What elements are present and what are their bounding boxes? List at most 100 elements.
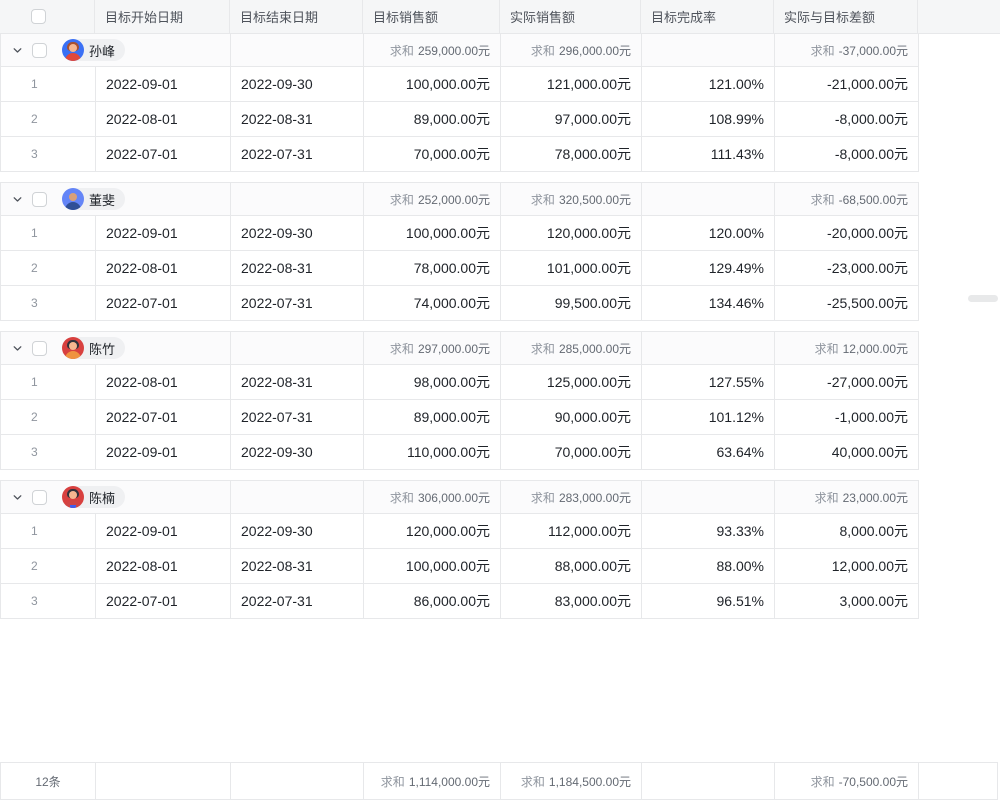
- cell-target-diff[interactable]: -20,000.00元: [775, 216, 919, 250]
- cell-target-start-date[interactable]: 2022-07-01: [96, 286, 231, 320]
- cell-completion-rate[interactable]: 111.43%: [642, 137, 775, 171]
- cell-target-sales[interactable]: 89,000.00元: [364, 400, 501, 434]
- cell-target-sales[interactable]: 89,000.00元: [364, 102, 501, 136]
- cell-target-start-date[interactable]: 2022-08-01: [96, 102, 231, 136]
- person-tag[interactable]: 董斐: [62, 188, 126, 210]
- cell-target-end-date[interactable]: 2022-09-30: [231, 514, 364, 548]
- person-tag[interactable]: 陈竹: [62, 337, 126, 359]
- footer-stat-start-date[interactable]: [96, 763, 231, 799]
- cell-completion-rate[interactable]: 101.12%: [642, 400, 775, 434]
- group-checkbox[interactable]: [32, 340, 47, 356]
- group-rate-cell[interactable]: [642, 183, 775, 215]
- cell-actual-sales[interactable]: 121,000.00元: [501, 67, 642, 101]
- group-diff-sum[interactable]: 求和 23,000.00元: [775, 481, 919, 513]
- cell-actual-sales[interactable]: 70,000.00元: [501, 435, 642, 469]
- chevron-down-icon[interactable]: [11, 193, 23, 205]
- group-diff-sum[interactable]: 求和 12,000.00元: [775, 332, 919, 364]
- group-rate-cell[interactable]: [642, 332, 775, 364]
- group-rate-cell[interactable]: [642, 481, 775, 513]
- column-header-actual-sales[interactable]: 实际销售额: [500, 0, 641, 33]
- group-target-sum[interactable]: 求和 252,000.00元: [364, 183, 501, 215]
- column-header-target-end-date[interactable]: 目标结束日期: [230, 0, 363, 33]
- cell-target-end-date[interactable]: 2022-07-31: [231, 400, 364, 434]
- row-index-cell[interactable]: 1: [1, 514, 96, 548]
- cell-target-sales[interactable]: 86,000.00元: [364, 584, 501, 618]
- row-index-cell[interactable]: 1: [1, 365, 96, 399]
- cell-actual-sales[interactable]: 112,000.00元: [501, 514, 642, 548]
- cell-completion-rate[interactable]: 127.55%: [642, 365, 775, 399]
- cell-actual-sales[interactable]: 101,000.00元: [501, 251, 642, 285]
- cell-target-diff[interactable]: -23,000.00元: [775, 251, 919, 285]
- cell-actual-sales[interactable]: 125,000.00元: [501, 365, 642, 399]
- group-end-date-cell[interactable]: [231, 34, 364, 66]
- cell-target-sales[interactable]: 100,000.00元: [364, 549, 501, 583]
- group-target-sum[interactable]: 求和 259,000.00元: [364, 34, 501, 66]
- group-actual-sum[interactable]: 求和 283,000.00元: [501, 481, 642, 513]
- cell-target-diff[interactable]: -21,000.00元: [775, 67, 919, 101]
- select-all-checkbox[interactable]: [31, 9, 46, 24]
- group-checkbox[interactable]: [32, 489, 47, 505]
- group-actual-sum[interactable]: 求和 296,000.00元: [501, 34, 642, 66]
- cell-target-end-date[interactable]: 2022-09-30: [231, 216, 364, 250]
- cell-target-end-date[interactable]: 2022-08-31: [231, 549, 364, 583]
- group-checkbox[interactable]: [32, 191, 47, 207]
- cell-target-diff[interactable]: -8,000.00元: [775, 137, 919, 171]
- cell-completion-rate[interactable]: 93.33%: [642, 514, 775, 548]
- row-index-cell[interactable]: 3: [1, 137, 96, 171]
- cell-target-sales[interactable]: 120,000.00元: [364, 514, 501, 548]
- footer-stat-completion-rate[interactable]: [642, 763, 775, 799]
- cell-actual-sales[interactable]: 97,000.00元: [501, 102, 642, 136]
- column-header-target-sales[interactable]: 目标销售额: [363, 0, 500, 33]
- cell-target-diff[interactable]: 3,000.00元: [775, 584, 919, 618]
- cell-target-end-date[interactable]: 2022-07-31: [231, 137, 364, 171]
- cell-target-sales[interactable]: 74,000.00元: [364, 286, 501, 320]
- group-actual-sum[interactable]: 求和 320,500.00元: [501, 183, 642, 215]
- cell-target-sales[interactable]: 78,000.00元: [364, 251, 501, 285]
- row-index-cell[interactable]: 3: [1, 584, 96, 618]
- cell-target-end-date[interactable]: 2022-08-31: [231, 365, 364, 399]
- column-header-target-start-date[interactable]: 目标开始日期: [95, 0, 230, 33]
- cell-target-start-date[interactable]: 2022-07-01: [96, 400, 231, 434]
- cell-completion-rate[interactable]: 129.49%: [642, 251, 775, 285]
- cell-target-diff[interactable]: -27,000.00元: [775, 365, 919, 399]
- row-index-cell[interactable]: 3: [1, 286, 96, 320]
- cell-target-start-date[interactable]: 2022-08-01: [96, 365, 231, 399]
- cell-completion-rate[interactable]: 96.51%: [642, 584, 775, 618]
- group-diff-sum[interactable]: 求和 -68,500.00元: [775, 183, 919, 215]
- cell-completion-rate[interactable]: 134.46%: [642, 286, 775, 320]
- cell-actual-sales[interactable]: 88,000.00元: [501, 549, 642, 583]
- group-end-date-cell[interactable]: [231, 183, 364, 215]
- cell-target-start-date[interactable]: 2022-07-01: [96, 584, 231, 618]
- cell-target-start-date[interactable]: 2022-09-01: [96, 216, 231, 250]
- cell-completion-rate[interactable]: 88.00%: [642, 549, 775, 583]
- cell-target-start-date[interactable]: 2022-08-01: [96, 549, 231, 583]
- cell-target-sales[interactable]: 100,000.00元: [364, 67, 501, 101]
- row-index-cell[interactable]: 3: [1, 435, 96, 469]
- cell-actual-sales[interactable]: 83,000.00元: [501, 584, 642, 618]
- chevron-down-icon[interactable]: [11, 44, 23, 56]
- group-end-date-cell[interactable]: [231, 332, 364, 364]
- person-tag[interactable]: 孙峰: [62, 39, 126, 61]
- cell-target-sales[interactable]: 110,000.00元: [364, 435, 501, 469]
- cell-target-diff[interactable]: 8,000.00元: [775, 514, 919, 548]
- footer-target-sum[interactable]: 求和 1,114,000.00元: [364, 763, 501, 799]
- group-diff-sum[interactable]: 求和 -37,000.00元: [775, 34, 919, 66]
- cell-completion-rate[interactable]: 121.00%: [642, 67, 775, 101]
- group-target-sum[interactable]: 求和 306,000.00元: [364, 481, 501, 513]
- cell-target-end-date[interactable]: 2022-07-31: [231, 584, 364, 618]
- row-index-cell[interactable]: 2: [1, 251, 96, 285]
- cell-target-end-date[interactable]: 2022-07-31: [231, 286, 364, 320]
- row-index-cell[interactable]: 2: [1, 549, 96, 583]
- person-tag[interactable]: 陈楠: [62, 486, 126, 508]
- chevron-down-icon[interactable]: [11, 491, 23, 503]
- cell-target-sales[interactable]: 70,000.00元: [364, 137, 501, 171]
- row-index-cell[interactable]: 1: [1, 67, 96, 101]
- cell-completion-rate[interactable]: 120.00%: [642, 216, 775, 250]
- row-index-cell[interactable]: 1: [1, 216, 96, 250]
- cell-target-sales[interactable]: 98,000.00元: [364, 365, 501, 399]
- group-end-date-cell[interactable]: [231, 481, 364, 513]
- cell-target-diff[interactable]: 40,000.00元: [775, 435, 919, 469]
- cell-completion-rate[interactable]: 108.99%: [642, 102, 775, 136]
- row-index-cell[interactable]: 2: [1, 102, 96, 136]
- cell-actual-sales[interactable]: 78,000.00元: [501, 137, 642, 171]
